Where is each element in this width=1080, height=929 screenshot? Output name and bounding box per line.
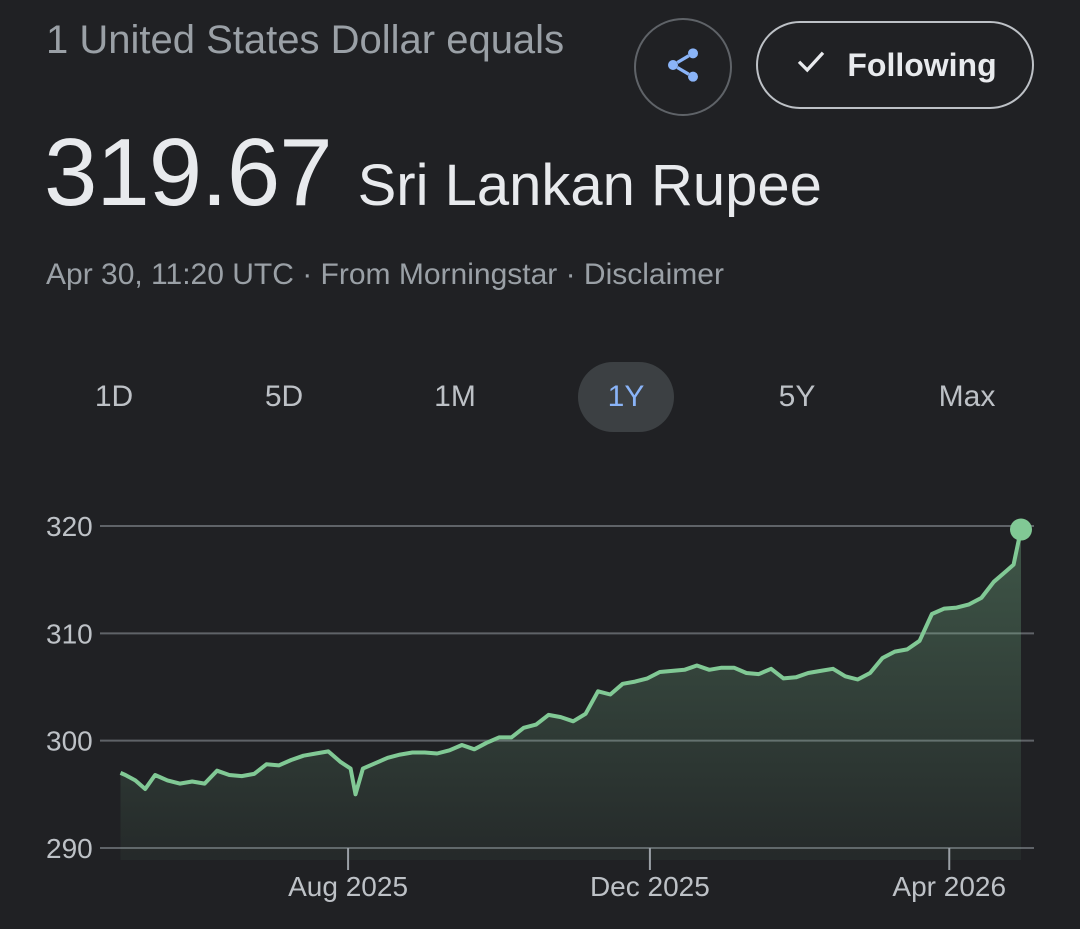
latest-value-point[interactable] (1010, 518, 1032, 541)
y-tick-label: 320 (46, 511, 93, 542)
following-label: Following (847, 46, 997, 83)
tab-1d[interactable]: 1D (94, 380, 134, 413)
exchange-rate-chart[interactable]: 320 310 300 290 Aug 2025 Dec 2025 Apr 2026 (0, 490, 1080, 929)
conversion-subtitle: 1 United States Dollar equals (46, 18, 565, 62)
series-line (119, 529, 1023, 797)
check-icon (793, 43, 829, 87)
y-tick-label: 300 (46, 726, 93, 757)
y-tick-label: 310 (46, 618, 93, 649)
tab-1y[interactable]: 1Y (578, 362, 674, 432)
y-tick-label: 290 (46, 833, 93, 864)
following-button[interactable]: Following (756, 21, 1034, 109)
tab-5y[interactable]: 5Y (778, 380, 816, 413)
series-area-fill (120, 529, 1021, 860)
share-icon (663, 45, 703, 90)
rate-row: 319.67 Sri Lankan Rupee (44, 118, 822, 228)
time-range-tabs: 1D 5D 1M 1Y 5Y Max (28, 362, 1052, 432)
x-tick-label: Dec 2025 (590, 871, 710, 902)
x-tick-label: Aug 2025 (288, 871, 408, 902)
source-meta: Apr 30, 11:20 UTC · From Morningstar · D… (46, 258, 724, 291)
x-tick-label: Apr 2026 (892, 871, 1006, 902)
tab-max[interactable]: Max (938, 380, 996, 413)
tab-1m[interactable]: 1M (434, 380, 476, 413)
target-currency-name: Sri Lankan Rupee (357, 153, 822, 218)
exchange-rate-value: 319.67 (44, 119, 333, 226)
tab-5d[interactable]: 5D (264, 380, 304, 413)
share-button[interactable] (634, 18, 732, 116)
